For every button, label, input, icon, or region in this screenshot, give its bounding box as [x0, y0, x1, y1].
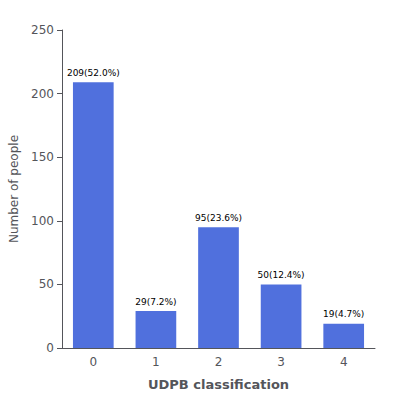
svg-text:200: 200: [31, 87, 54, 101]
svg-text:Number of people: Number of people: [7, 135, 21, 243]
svg-text:100: 100: [31, 214, 54, 228]
svg-text:4: 4: [340, 355, 348, 369]
svg-text:0: 0: [89, 355, 97, 369]
svg-text:19(4.7%): 19(4.7%): [323, 309, 364, 319]
svg-text:0: 0: [46, 341, 54, 355]
svg-text:29(7.2%): 29(7.2%): [135, 297, 176, 307]
svg-text:150: 150: [31, 150, 54, 164]
svg-text:250: 250: [31, 23, 54, 37]
svg-text:1: 1: [152, 355, 160, 369]
svg-text:2: 2: [215, 355, 223, 369]
svg-text:3: 3: [277, 355, 285, 369]
svg-text:50: 50: [39, 277, 54, 291]
svg-text:50(12.4%): 50(12.4%): [258, 270, 305, 280]
svg-text:95(23.6%): 95(23.6%): [195, 213, 242, 223]
svg-text:209(52.0%): 209(52.0%): [67, 68, 120, 78]
svg-text:UDPB classification: UDPB classification: [148, 377, 289, 392]
